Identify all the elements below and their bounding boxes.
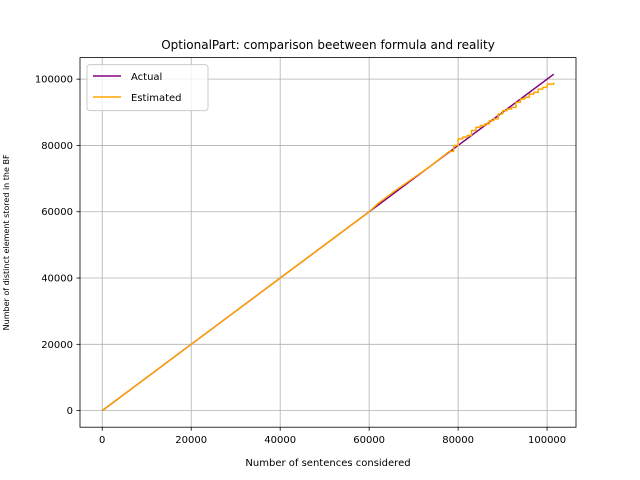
- legend-label-actual: Actual: [131, 72, 162, 83]
- x-axis-title: Number of sentences considered: [245, 458, 410, 469]
- plot-frame: [79, 57, 577, 428]
- x-tick-label: 100000: [528, 435, 566, 446]
- y-tick-label: 40000: [41, 274, 73, 285]
- y-tick-label: 60000: [41, 207, 73, 218]
- x-tick-label: 20000: [175, 435, 207, 446]
- y-tick-label: 20000: [41, 340, 73, 351]
- chart-title: OptionalPart: comparison beetween formul…: [161, 38, 495, 52]
- legend-label-estimated: Estimated: [131, 93, 182, 104]
- series-line-estimated: [101, 82, 555, 412]
- y-tick-label: 100000: [35, 75, 73, 86]
- y-tick-label: 80000: [41, 141, 73, 152]
- y-axis-title: Number of distinct element stored in the…: [2, 154, 11, 330]
- legend: Actual Estimated: [86, 64, 209, 112]
- x-axis-ticks: 0 20000 40000 60000 80000 100000: [99, 427, 566, 446]
- series-group: [101, 73, 555, 412]
- y-tick-label: 0: [67, 406, 73, 417]
- grid: [80, 57, 576, 428]
- x-tick-label: 40000: [264, 435, 296, 446]
- x-tick-label: 80000: [442, 435, 474, 446]
- x-tick-label: 0: [99, 435, 105, 446]
- x-tick-label: 60000: [353, 435, 385, 446]
- y-axis-ticks: 0 20000 40000 60000 80000 100000: [35, 75, 80, 417]
